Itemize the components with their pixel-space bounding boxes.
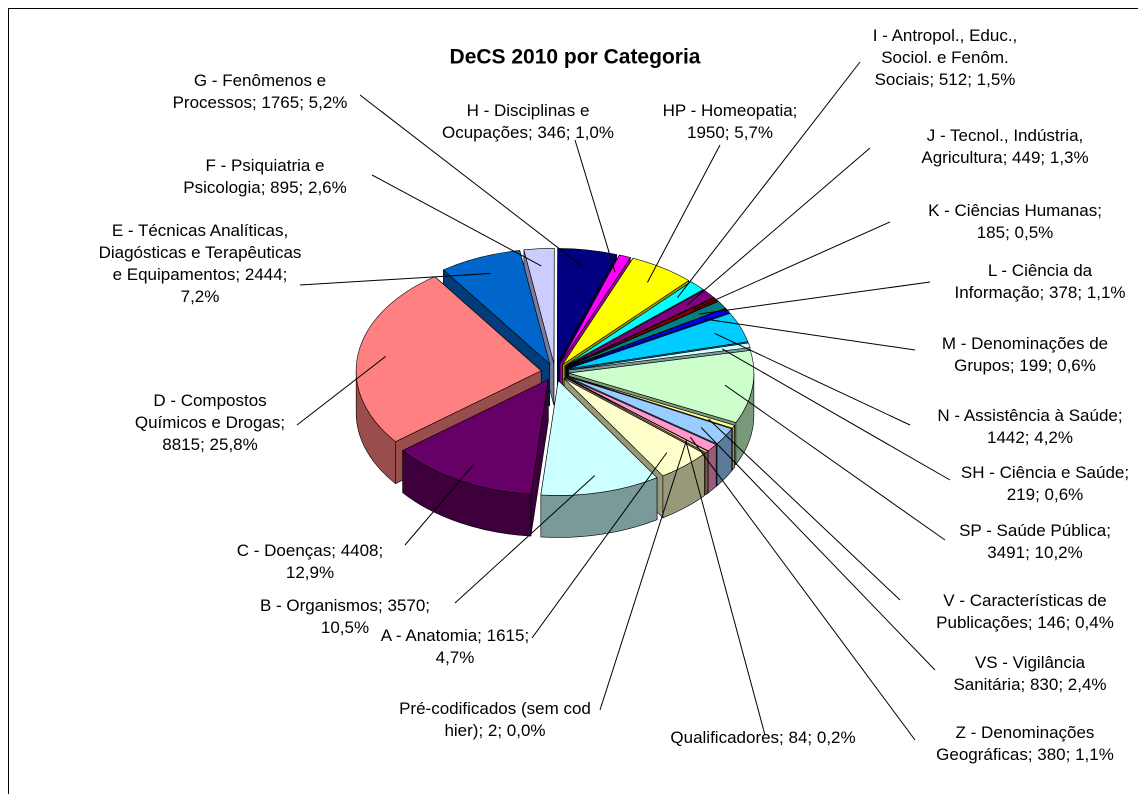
data-label: L - Ciência da Informação; 378; 1,1% [954, 261, 1126, 302]
leader-line [698, 281, 931, 315]
slice-side [705, 450, 709, 496]
leader-line [687, 147, 871, 305]
leader-line [599, 439, 688, 711]
data-label: VS - Vigilância Sanitária; 830; 2,4% [953, 653, 1107, 694]
pie-slice [556, 248, 618, 364]
data-label: N - Assistência à Saúde; 1442; 4,2% [937, 406, 1123, 447]
pie-slice [568, 350, 755, 423]
leader-line [454, 475, 596, 604]
data-label: G - Fenômenos e Processos; 1765; 5,2% [172, 71, 348, 112]
leader-line [700, 427, 936, 671]
data-label: V - Características de Publicações; 146;… [936, 591, 1114, 632]
data-label: M - Denominações de Grupos; 199; 0,6% [941, 334, 1109, 375]
pie-slice [565, 377, 717, 452]
data-label: F - Psiquiatria e Psicologia; 895; 2,6% [183, 156, 347, 197]
chart-border [8, 8, 1138, 794]
data-label: E - Técnicas Analíticas, Diagósticas e T… [98, 221, 302, 306]
pie-slice [355, 276, 542, 443]
leader-line [296, 356, 386, 426]
leader-line [359, 94, 584, 268]
data-label: C - Doenças; 4408; 12,9% [236, 541, 384, 582]
chart-title: DeCS 2010 por Categoria [450, 46, 701, 69]
pie-slice [563, 378, 705, 477]
data-label: B - Organismos; 3570; 10,5% [259, 596, 431, 637]
leader-line [721, 348, 951, 481]
data-label: D - Compostos Químicos e Drogas; 8815; 2… [134, 391, 286, 454]
leader-line [703, 318, 916, 351]
data-label: I - Antropol., Educ., Sociol. e Fenôm. S… [872, 26, 1018, 89]
data-label: SP - Saúde Pública; 3491; 10,2% [959, 521, 1111, 562]
leader-line [685, 440, 766, 736]
data-label: J - Tecnol., Indústria, Agricultura; 449… [921, 126, 1089, 167]
data-label: K - Ciências Humanas; 185; 0,5% [928, 201, 1102, 242]
data-label: HP - Homeopatia; 1950; 5,7% [662, 101, 798, 142]
leader-line [708, 418, 901, 601]
pie-slice [565, 377, 709, 453]
leader-line [689, 436, 916, 741]
pie-slice [540, 379, 658, 496]
leader-line [677, 61, 861, 298]
leader-line [371, 174, 542, 267]
leader-line [574, 139, 616, 273]
slice-side [732, 424, 735, 471]
data-label: SH - Ciência e Saúde; 219; 0,6% [960, 463, 1130, 504]
leader-line [404, 465, 474, 546]
pie-slice [564, 281, 704, 367]
data-label: Qualificadores; 84; 0,2% [670, 728, 856, 747]
pie-slice [567, 312, 749, 370]
data-label: A - Anatomia; 1615; 4,7% [380, 626, 530, 667]
leader-line [647, 144, 721, 283]
leader-line [693, 221, 891, 310]
pie-slice [562, 257, 690, 365]
pie-slice [566, 301, 726, 368]
pie-slice [567, 375, 736, 429]
data-label: Pré-codificados (sem cod hier); 2; 0,0% [399, 699, 591, 740]
data-label: Z - Denominações Geográficas; 380; 1,1% [936, 723, 1114, 764]
pie-slice [568, 342, 751, 371]
pie-slice [442, 250, 551, 365]
leader-line [299, 272, 491, 286]
data-label: H - Disciplinas e Ocupações; 346; 1,0% [441, 101, 614, 142]
leader-line [531, 452, 668, 639]
leader-line [714, 332, 911, 426]
slice-side [707, 443, 717, 494]
pie-slice [559, 254, 631, 365]
leader-line [724, 384, 946, 541]
pie-slice [523, 248, 555, 364]
